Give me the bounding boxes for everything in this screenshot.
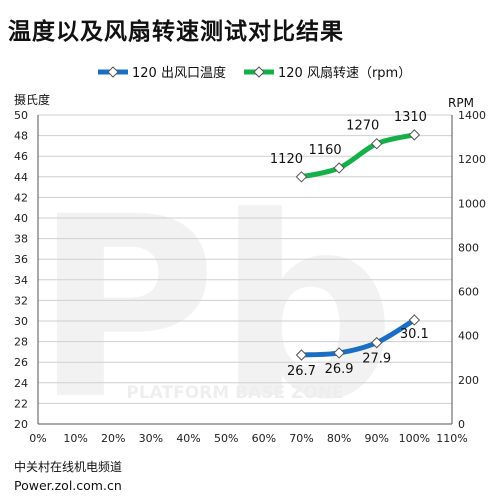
data-label: 1270 [346, 119, 379, 134]
series-fan-speed [295, 129, 421, 183]
data-point-marker [333, 162, 345, 174]
y-left-tick-label: 24 [14, 377, 28, 390]
data-label: 27.9 [362, 352, 391, 367]
data-point-marker [295, 171, 308, 183]
x-tick-label: 80% [327, 432, 351, 445]
footer-site: Power.zol.com.cn [14, 478, 122, 493]
x-tick-label: 20% [101, 432, 125, 445]
x-tick-label: 40% [176, 432, 200, 445]
data-label: 1160 [309, 143, 342, 158]
legend: 120 出风口温度 120 风扇转速（rpm） [98, 65, 411, 81]
data-label: 30.1 [400, 327, 429, 342]
x-tick-label: 60% [252, 432, 276, 445]
y-left-tick-label: 40 [14, 212, 28, 225]
y-right-tick-label: 200 [458, 374, 479, 387]
x-tick-label: 70% [289, 432, 313, 445]
y-left-tick-label: 22 [14, 397, 28, 410]
data-label: 1310 [394, 110, 427, 125]
y-right-tick-label: 400 [458, 330, 479, 343]
y-left-tick-label: 48 [14, 130, 28, 143]
footer-source: 中关村在线机电频道 [14, 460, 123, 474]
watermark-text: PLATFORM BASE ZONE [126, 383, 343, 403]
legend-label: 120 风扇转速（rpm） [278, 65, 411, 81]
legend-marker [253, 66, 265, 78]
y-left-tick-label: 50 [14, 109, 28, 122]
legend-label: 120 出风口温度 [132, 65, 226, 81]
y-left-tick-label: 34 [14, 274, 28, 287]
y-right-tick-label: 800 [458, 241, 479, 254]
y-left-tick-label: 32 [14, 294, 28, 307]
data-point-marker [408, 314, 421, 326]
y-right-tick-label: 0 [458, 418, 465, 431]
y-right-tick-label: 1200 [458, 153, 486, 166]
y-left-tick-label: 28 [14, 336, 28, 349]
y-left-tick-label: 46 [14, 150, 28, 163]
data-point-marker [408, 129, 421, 141]
data-label: 1120 [270, 152, 303, 167]
watermark-logo: Pb [34, 163, 396, 454]
data-point-marker [371, 336, 383, 349]
series [295, 129, 421, 361]
data-point-marker [371, 137, 383, 150]
x-tick-label: 90% [365, 432, 389, 445]
y-right-tick-label: 600 [458, 286, 479, 299]
y-right-tick-label: 1400 [458, 109, 486, 122]
y-left-tick-label: 20 [14, 418, 28, 431]
y-left-tick-label: 42 [14, 191, 28, 204]
data-point-marker [295, 349, 308, 361]
y-right-axis-label: RPM [448, 96, 474, 110]
data-labels: 26.7 26.9 27.9 30.1 1120 1160 1270 1310 [270, 110, 429, 379]
x-tick-label: 0% [29, 432, 46, 445]
y-left-tick-label: 26 [14, 356, 28, 369]
y-left-tick-label: 36 [14, 253, 28, 266]
y-left-axis-label: 摄氏度 [14, 92, 50, 107]
watermark: Pb PLATFORM BASE ZONE [34, 163, 396, 454]
x-tick-label: 30% [139, 432, 163, 445]
x-tick-label: 110% [436, 432, 467, 445]
data-point-marker [333, 347, 345, 359]
legend-marker [107, 66, 119, 78]
y-left-tick-label: 30 [14, 315, 28, 328]
x-tick-label: 100% [399, 432, 430, 445]
tick-labels: 20 22 24 26 28 30 32 34 36 38 40 42 44 46 48 50 0 200 400 6… [14, 92, 486, 445]
axes [37, 115, 453, 425]
gridlines [38, 114, 452, 404]
data-label: 26.9 [325, 362, 354, 377]
y-right-tick-label: 1000 [458, 197, 486, 210]
data-label: 26.7 [287, 364, 316, 379]
series-line [298, 317, 417, 358]
y-left-tick-label: 44 [14, 171, 28, 184]
y-left-tick-label: 38 [14, 233, 28, 246]
x-tick-label: 50% [214, 432, 238, 445]
x-tick-label: 10% [63, 432, 87, 445]
chart-title: 温度以及风扇转速测试对比结果 [8, 19, 344, 45]
series-outlet-temperature [295, 314, 421, 361]
series-line [298, 132, 417, 180]
